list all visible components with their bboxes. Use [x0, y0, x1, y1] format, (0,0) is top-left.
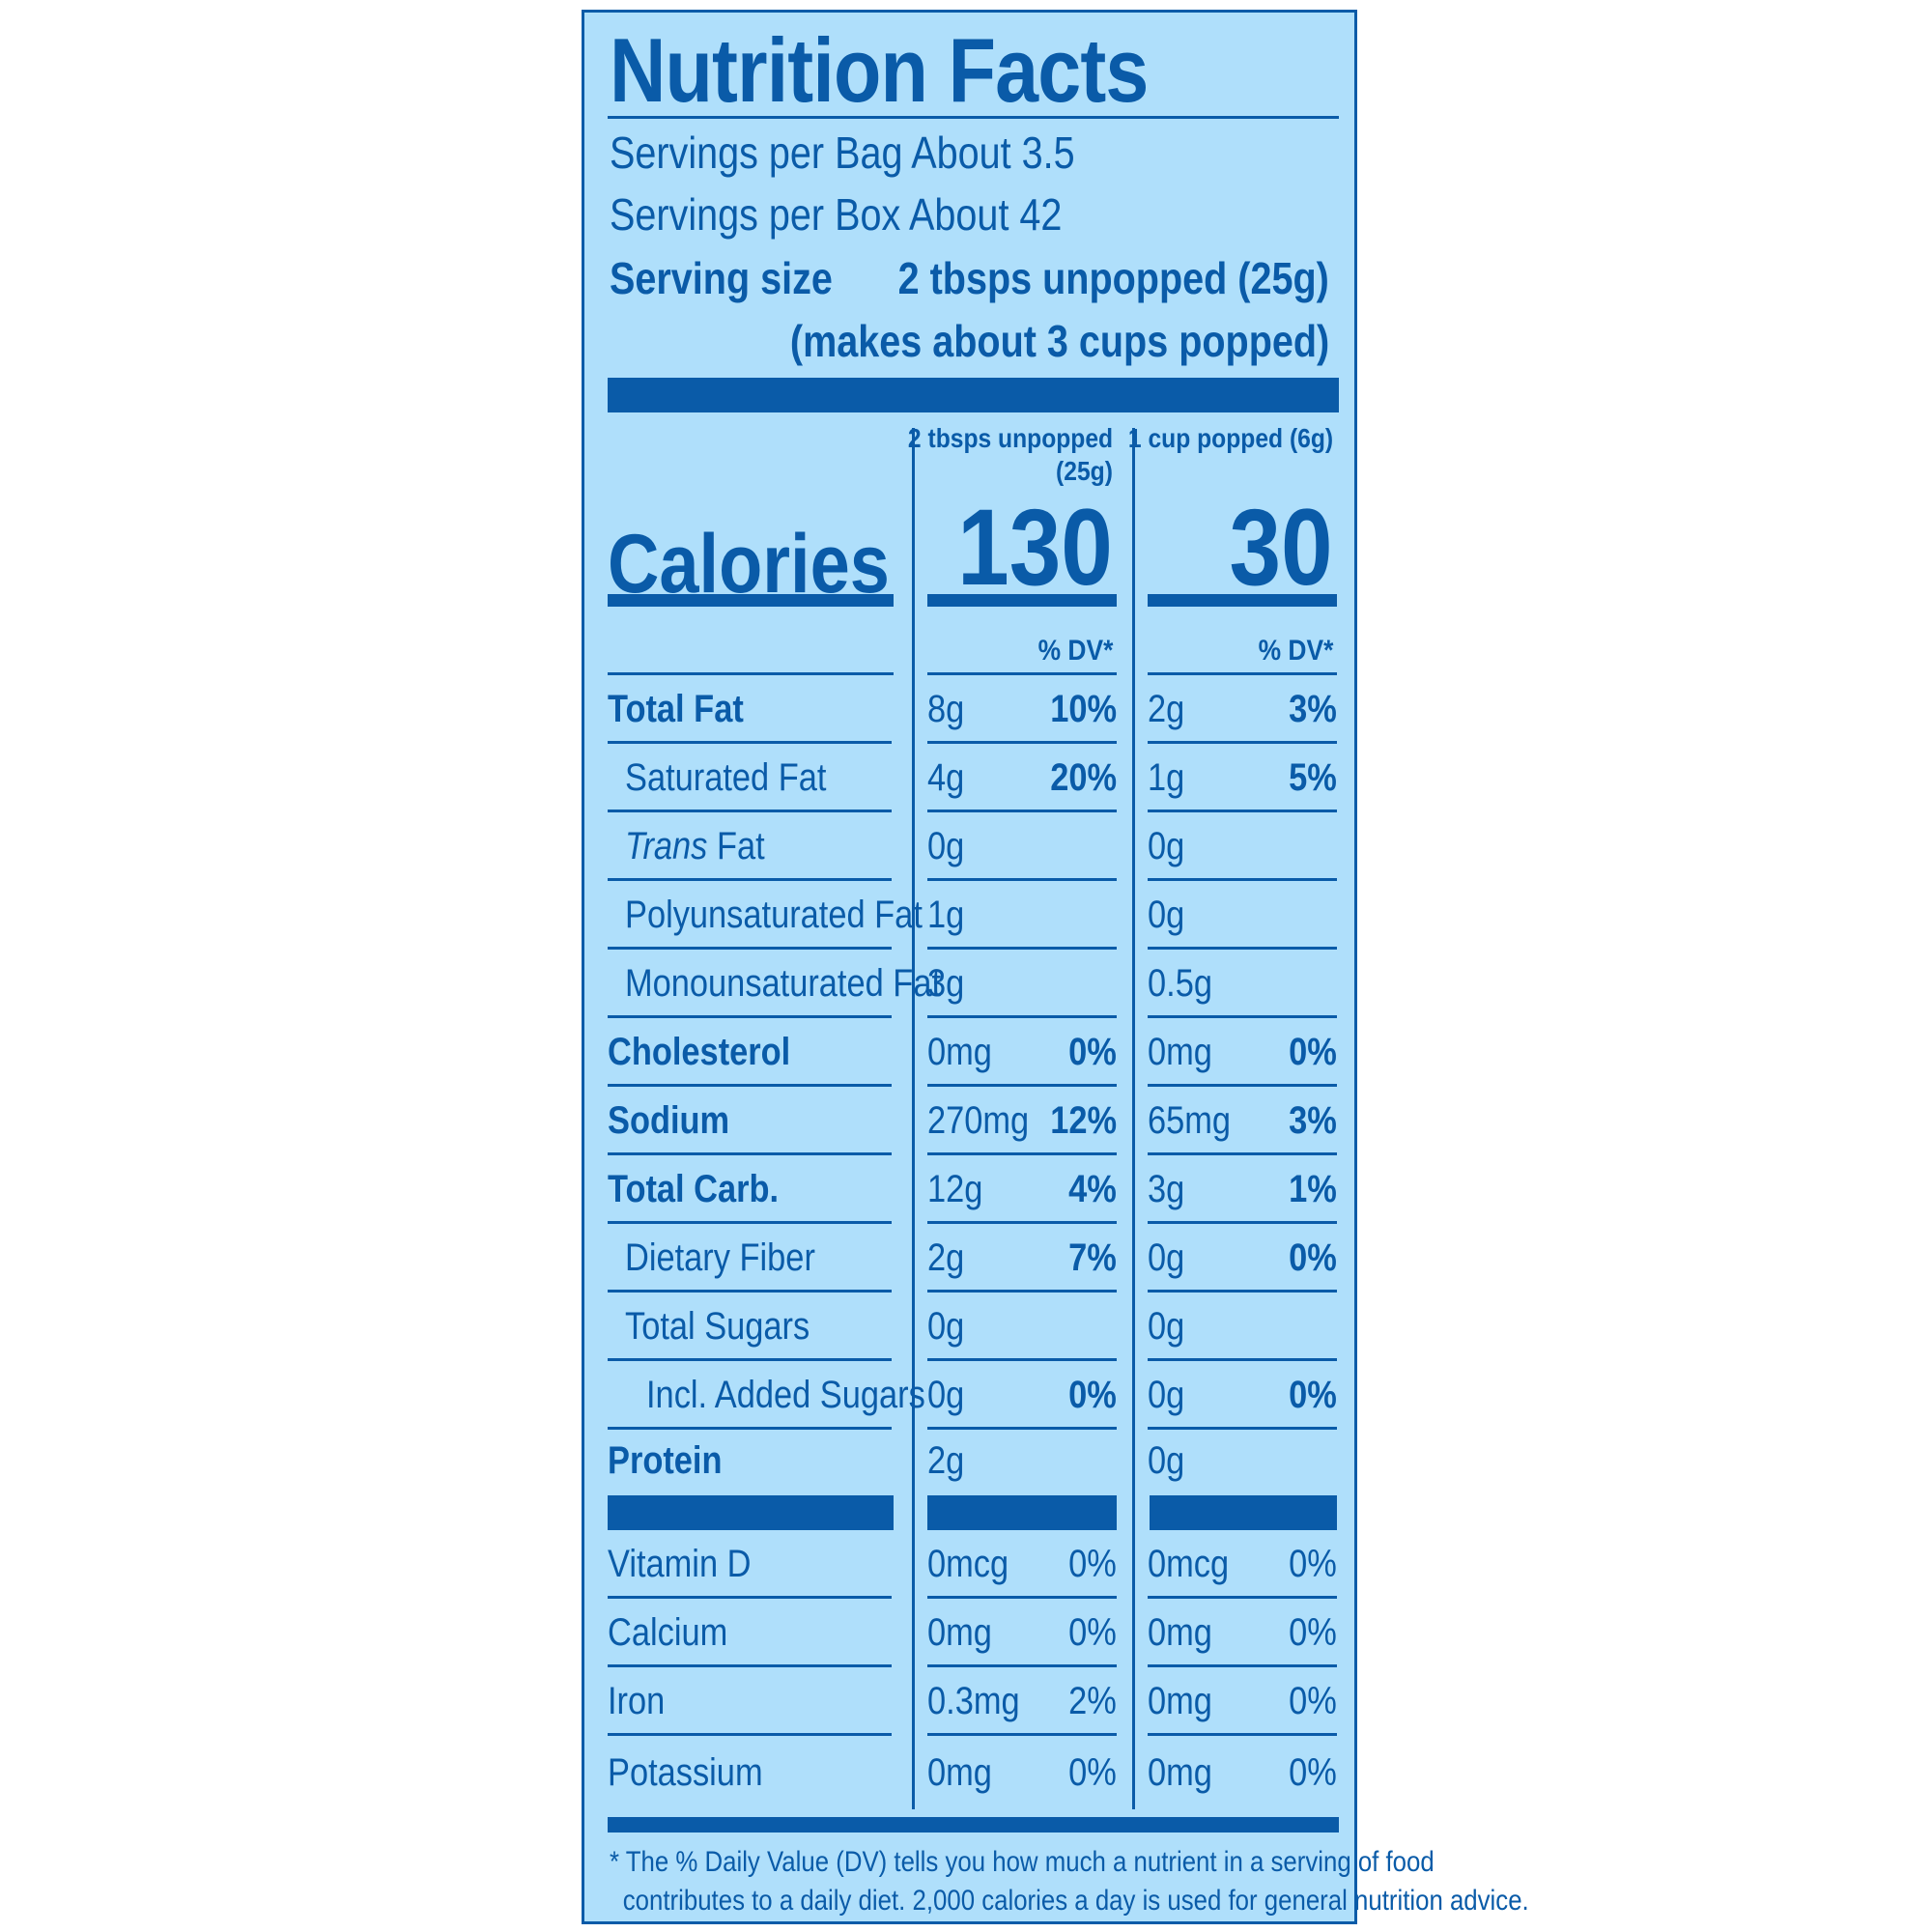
- iron-col2: 0mg 0%: [1148, 1667, 1337, 1736]
- potassium-col1: 0mg 0%: [927, 1751, 1117, 1794]
- column-2-header: 1 cup popped (6g): [1127, 423, 1333, 453]
- calcium-label: Calcium: [608, 1599, 892, 1667]
- nutrient-polyunsaturated-fat-col2: 0g: [1148, 881, 1337, 950]
- dv-rule-col1: [927, 672, 1117, 675]
- nutrition-facts-panel: Nutrition Facts Servings per Bag About 3…: [582, 10, 1529, 1924]
- vitamin-d-col1: 0mcg 0%: [927, 1530, 1117, 1599]
- nutrient-cholesterol-label: Cholesterol: [608, 1018, 892, 1087]
- nutrient-polyunsaturated-fat-label: Polyunsaturated Fat: [608, 881, 923, 950]
- nutrient-total-carb-col1: 12g 4%: [927, 1155, 1117, 1224]
- title-divider: [608, 116, 1339, 119]
- dv-header-col2: % DV*: [1258, 635, 1333, 667]
- footnote-line-2: contributes to a daily diet. 2,000 calor…: [622, 1885, 1529, 1917]
- thick-divider-top: [608, 378, 1339, 412]
- calories-underline-col1: [927, 594, 1117, 607]
- nutrient-monounsaturated-fat-col1: 3g: [927, 950, 1117, 1018]
- nutrient-total-carb-label: Total Carb.: [608, 1155, 892, 1224]
- dv-rule-label: [608, 672, 894, 675]
- servings-per-bag: Servings per Bag About 3.5: [610, 128, 1075, 178]
- nutrient-cholesterol-col1: 0mg 0%: [927, 1018, 1117, 1087]
- nutrient-total-carb-col2: 3g 1%: [1148, 1155, 1337, 1224]
- thick-divider-vitamins-col2: [1150, 1495, 1337, 1530]
- calories-value-col1: 130: [957, 487, 1113, 608]
- nutrient-sodium-col2: 65mg 3%: [1148, 1087, 1337, 1155]
- potassium-col2: 0mg 0%: [1148, 1751, 1337, 1794]
- nutrient-monounsaturated-fat-label: Monounsaturated Fat: [608, 950, 941, 1018]
- vitamin-d-label: Vitamin D: [608, 1530, 892, 1599]
- nutrient-total-sugars-col2: 0g: [1148, 1293, 1337, 1361]
- dv-header-col1: % DV*: [1037, 635, 1113, 667]
- nutrient-protein-col2: 0g: [1148, 1439, 1185, 1482]
- footnote-line-1: * The % Daily Value (DV) tells you how m…: [610, 1846, 1435, 1878]
- nutrient-cholesterol-col2: 0mg 0%: [1148, 1018, 1337, 1087]
- potassium-label: Potassium: [608, 1751, 763, 1794]
- nutrient-polyunsaturated-fat-col1: 1g: [927, 881, 1117, 950]
- nutrient-added-sugars-col2: 0g 0%: [1148, 1361, 1337, 1430]
- serving-size-label: Serving size: [610, 253, 833, 303]
- calories-underline-col2: [1148, 594, 1337, 607]
- thick-divider-vitamins-label: [608, 1495, 894, 1530]
- nutrient-total-fat-label: Total Fat: [608, 675, 892, 744]
- nutrient-total-fat-col2: 2g 3%: [1148, 675, 1337, 744]
- column-separator-2: [1132, 428, 1135, 1809]
- nutrient-saturated-fat-label: Saturated Fat: [608, 744, 892, 812]
- iron-label: Iron: [608, 1667, 892, 1736]
- nutrient-total-sugars-col1: 0g: [927, 1293, 1117, 1361]
- nutrient-protein-label: Protein: [608, 1439, 723, 1482]
- calcium-col2: 0mg 0%: [1148, 1599, 1337, 1667]
- nutrient-added-sugars-col1: 0g 0%: [927, 1361, 1117, 1430]
- column-separator-1: [912, 428, 915, 1809]
- nutrient-dietary-fiber-col1: 2g 7%: [927, 1224, 1117, 1293]
- nutrient-trans-fat-label: Trans Fat: [608, 812, 892, 881]
- serving-size-note: (makes about 3 cups popped): [789, 316, 1329, 366]
- nutrient-dietary-fiber-col2: 0g 0%: [1148, 1224, 1337, 1293]
- nutrient-trans-fat-col2: 0g: [1148, 812, 1337, 881]
- nutrient-saturated-fat-col1: 4g 20%: [927, 744, 1117, 812]
- nutrient-protein-col1: 2g: [927, 1439, 965, 1482]
- calories-value-col2: 30: [1229, 487, 1333, 608]
- nutrient-sodium-label: Sodium: [608, 1087, 892, 1155]
- serving-size-value: 2 tbsps unpopped (25g): [897, 253, 1329, 303]
- iron-col1: 0.3mg 2%: [927, 1667, 1117, 1736]
- nutrient-sodium-col1: 270mg 12%: [927, 1087, 1117, 1155]
- calories-underline-label: [608, 594, 894, 607]
- nutrient-total-sugars-label: Total Sugars: [608, 1293, 892, 1361]
- thick-divider-bottom: [608, 1817, 1339, 1833]
- calcium-col1: 0mg 0%: [927, 1599, 1117, 1667]
- nutrient-trans-fat-col1: 0g: [927, 812, 1117, 881]
- vitamin-d-col2: 0mcg 0%: [1148, 1530, 1337, 1599]
- column-1-header-line1: 2 tbsps unpopped: [907, 423, 1113, 453]
- dv-rule-col2: [1148, 672, 1337, 675]
- column-1-header-line2: (25g): [1056, 456, 1113, 486]
- nutrition-facts-title: Nutrition Facts: [610, 19, 1149, 121]
- footnote: * The % Daily Value (DV) tells you how m…: [610, 1843, 1529, 1920]
- nutrient-added-sugars-label: Incl. Added Sugars: [608, 1361, 925, 1430]
- servings-per-box: Servings per Box About 42: [610, 189, 1063, 240]
- nutrient-total-fat-col1: 8g 10%: [927, 675, 1117, 744]
- nutrient-saturated-fat-col2: 1g 5%: [1148, 744, 1337, 812]
- nutrient-dietary-fiber-label: Dietary Fiber: [608, 1224, 892, 1293]
- thick-divider-vitamins-col1: [927, 1495, 1117, 1530]
- nutrient-monounsaturated-fat-col2: 0.5g: [1148, 950, 1337, 1018]
